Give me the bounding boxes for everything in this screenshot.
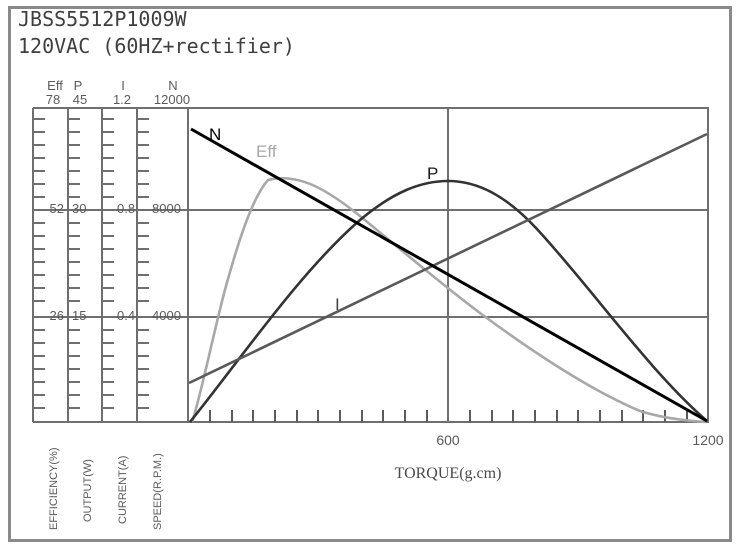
- x-tick-label-1200: 1200: [692, 432, 723, 448]
- x-axis-title: TORQUE(g.cm): [395, 465, 502, 482]
- x-tick-label-600: 600: [436, 432, 460, 448]
- curve-n: [190, 127, 708, 423]
- scale-bands: [32, 107, 188, 423]
- curve-p: [188, 179, 708, 423]
- page-title-model: JBSS5512P1009W: [18, 7, 187, 31]
- chart-frame: [8, 6, 732, 542]
- axis-title-speed: SPEED(R.P.M.): [152, 453, 164, 530]
- axis-title-output: OUTPUT(W): [82, 459, 94, 522]
- x-minor-ticks: [209, 410, 688, 422]
- scale-ticks-i: [102, 118, 114, 409]
- curve-label-i: I: [335, 295, 340, 314]
- scale-header-i: I: [121, 78, 125, 93]
- scale-top-value-i: 1.2: [113, 92, 131, 107]
- scale-header-eff: Eff: [47, 78, 63, 93]
- scale-label-p-15: 15: [72, 308, 86, 323]
- scale-ticks-n: [137, 118, 149, 409]
- scale-header-n: N: [168, 78, 177, 93]
- axis-title-efficiency: EFFICIENCY(%): [48, 448, 60, 531]
- scale-label-n-4000: 4000: [152, 308, 181, 323]
- scale-top-value-n: 12000: [154, 92, 190, 107]
- scale-label-i-08: 0.8: [117, 201, 135, 216]
- curve-label-n: N: [209, 125, 221, 144]
- scale-ticks-p: [68, 118, 80, 409]
- plot-grid: [187, 107, 709, 423]
- curve-i: [188, 132, 708, 385]
- scale-top-value-p: 45: [73, 92, 87, 107]
- scale-label-i-04: 0.4: [117, 308, 135, 323]
- scale-label-eff-26: 26: [50, 308, 64, 323]
- scale-minor-ticks: [33, 118, 149, 409]
- scale-label-p-30: 30: [72, 201, 86, 216]
- curve-label-eff: Eff: [256, 142, 277, 161]
- curve-label-p: P: [427, 164, 438, 183]
- scale-label-n-8000: 8000: [152, 201, 181, 216]
- scale-top-value-eff: 78: [46, 92, 60, 107]
- scale-header-p: P: [74, 78, 83, 93]
- page-title-supply: 120VAC (60HZ+rectifier): [18, 34, 295, 58]
- scale-ticks-eff: [33, 118, 45, 409]
- curve-eff: [190, 176, 707, 424]
- axis-title-current: CURRENT(A): [117, 456, 129, 524]
- scale-label-eff-52: 52: [50, 201, 64, 216]
